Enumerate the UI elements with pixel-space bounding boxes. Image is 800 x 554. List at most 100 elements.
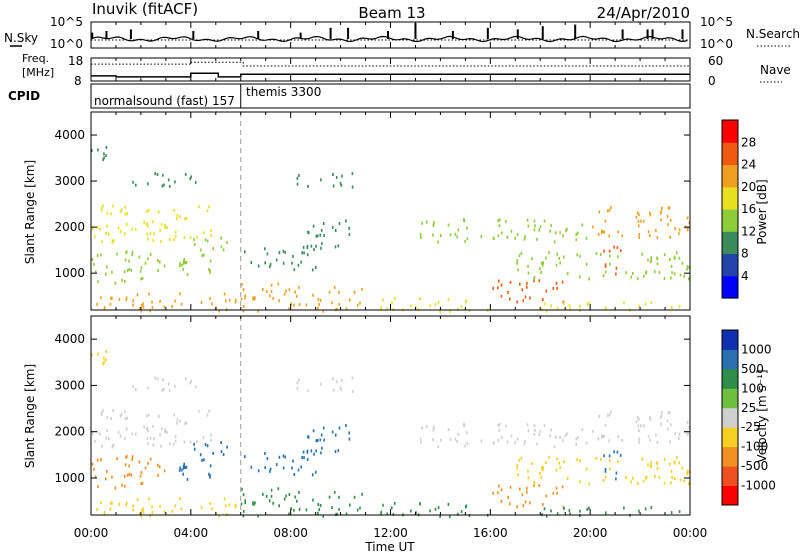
velocity-cell (678, 461, 681, 465)
power-cell (307, 184, 309, 188)
power-cell (635, 215, 638, 219)
velocity-cell (575, 442, 577, 446)
power-cell (674, 257, 676, 260)
power-cell (500, 294, 503, 298)
velocity-cell (322, 514, 324, 518)
power-cell (663, 253, 666, 257)
velocity-colorbar-tick-label: -25 (741, 420, 761, 434)
power-cell (212, 247, 214, 251)
velocity-cell (393, 501, 396, 505)
velocity-cell (138, 460, 141, 464)
power-cell (282, 261, 285, 265)
velocity-cell (681, 466, 684, 470)
power-cell (447, 297, 450, 301)
power-cell (96, 302, 98, 306)
power-cell (201, 254, 203, 258)
power-cell (110, 296, 113, 300)
power-cell (120, 208, 123, 212)
velocity-cell (563, 460, 565, 464)
velocity-cell (419, 502, 421, 506)
power-cell (128, 268, 131, 272)
velocity-cell (130, 473, 133, 477)
velocity-cell (182, 472, 184, 476)
power-cell (242, 288, 245, 292)
velocity-cell (297, 468, 300, 472)
velocity-cell (179, 468, 181, 472)
velocity-cell (686, 472, 688, 476)
power-cell (449, 310, 451, 313)
velocity-cell (642, 479, 645, 483)
velocity-cell (608, 413, 611, 417)
velocity-cell (608, 439, 610, 443)
power-cell (649, 234, 651, 238)
velocity-cell (678, 432, 681, 436)
date-title: 24/Apr/2010 (597, 4, 690, 22)
velocity-cell (328, 495, 331, 499)
power-cell (91, 227, 94, 231)
velocity-cell (202, 435, 205, 439)
power-cell (171, 304, 173, 308)
velocity-cell (149, 514, 151, 518)
power-cell (585, 262, 588, 266)
xtick-label: 00:00 (673, 526, 708, 540)
power-cell (189, 235, 192, 239)
power-cell (419, 297, 421, 301)
power-cell (132, 303, 134, 307)
power-cell (533, 219, 536, 223)
power-cell (272, 296, 274, 300)
velocity-cell (538, 484, 541, 487)
power-cell (542, 298, 544, 302)
x-axis-title: Time UT (364, 540, 415, 554)
velocity-cell (521, 493, 524, 497)
velocity-cell (317, 503, 320, 506)
power-cell (341, 174, 343, 178)
power-cell (124, 205, 126, 209)
velocity-cell (638, 509, 640, 513)
power-cell (270, 290, 273, 293)
velocity-cell (687, 482, 690, 486)
power-cell (545, 256, 547, 260)
velocity-cell (242, 514, 245, 518)
velocity-cell (298, 491, 300, 494)
power-cell (318, 303, 320, 307)
velocity-cell (581, 428, 584, 432)
velocity-cell (563, 507, 565, 510)
power-ytick-label: 2000 (54, 220, 85, 234)
velocity-cell (125, 427, 128, 431)
power-cell (519, 282, 521, 286)
velocity-cell (527, 469, 529, 473)
power-cell (650, 256, 652, 260)
velocity-cell (615, 477, 617, 481)
power-cell (100, 253, 102, 257)
power-cell (141, 303, 143, 307)
power-cell (257, 264, 260, 268)
power-cell (602, 230, 604, 234)
power-cell (278, 251, 281, 255)
velocity-cell (334, 433, 337, 437)
velocity-cell (123, 475, 126, 478)
velocity-ytick-label: 4000 (54, 332, 85, 346)
velocity-cell (439, 515, 441, 518)
velocity-cell (186, 477, 189, 481)
power-cell (605, 306, 607, 310)
power-cell (550, 304, 552, 308)
velocity-cell (509, 502, 511, 506)
power-cell (686, 228, 689, 232)
velocity-cell (160, 427, 163, 431)
velocity-cell (228, 503, 231, 507)
velocity-cell (674, 461, 676, 465)
velocity-cell (316, 439, 319, 442)
power-cell (420, 236, 422, 239)
velocity-cell (163, 387, 165, 391)
power-cell (138, 255, 141, 259)
power-cell (320, 178, 322, 182)
noise-left-label: N.Sky (4, 31, 38, 45)
velocity-cell (625, 476, 627, 479)
velocity-cell (226, 445, 228, 449)
power-cell (533, 276, 536, 279)
power-cell (96, 225, 99, 229)
power-cell (592, 225, 594, 229)
power-cell (555, 281, 558, 285)
velocity-cell (334, 450, 337, 454)
power-cell (686, 265, 689, 268)
